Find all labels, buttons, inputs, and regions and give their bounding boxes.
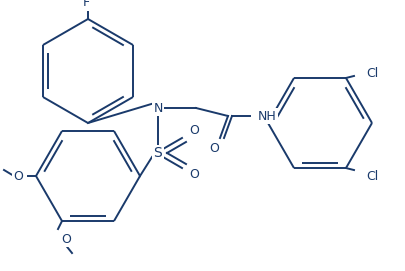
Text: F: F [83,0,90,9]
Text: Cl: Cl [366,170,378,183]
Text: O: O [61,233,71,246]
Text: N: N [153,102,163,115]
Text: NH: NH [258,109,277,122]
Text: S: S [153,146,162,160]
Text: O: O [189,124,199,137]
Text: O: O [13,169,23,182]
Text: Cl: Cl [366,67,378,80]
Text: O: O [189,169,199,182]
Text: O: O [209,141,219,154]
